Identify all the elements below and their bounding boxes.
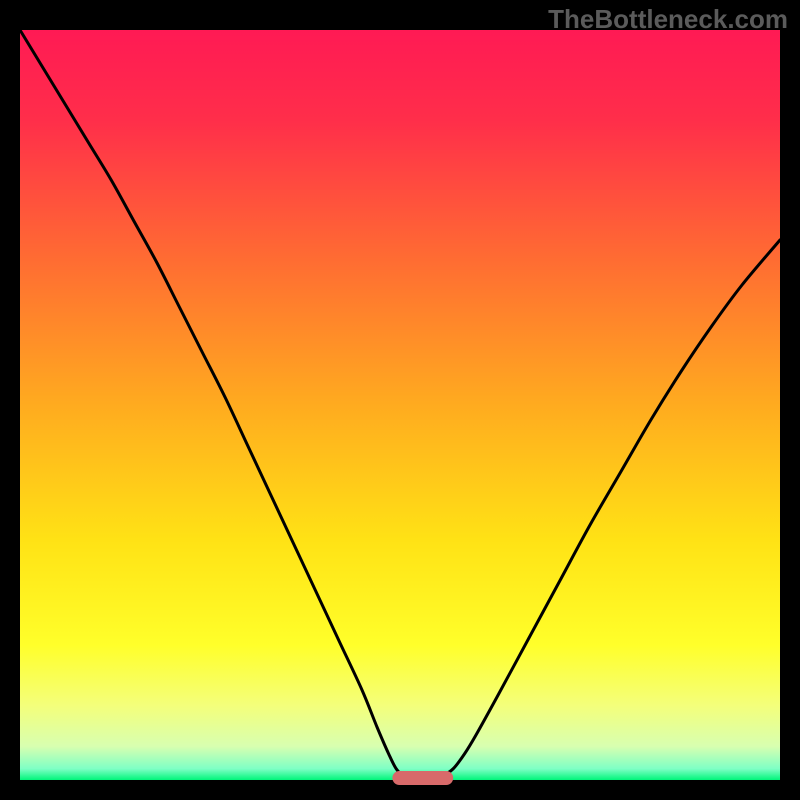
marker-overlay [0,0,800,800]
optimal-range-marker [392,771,453,785]
